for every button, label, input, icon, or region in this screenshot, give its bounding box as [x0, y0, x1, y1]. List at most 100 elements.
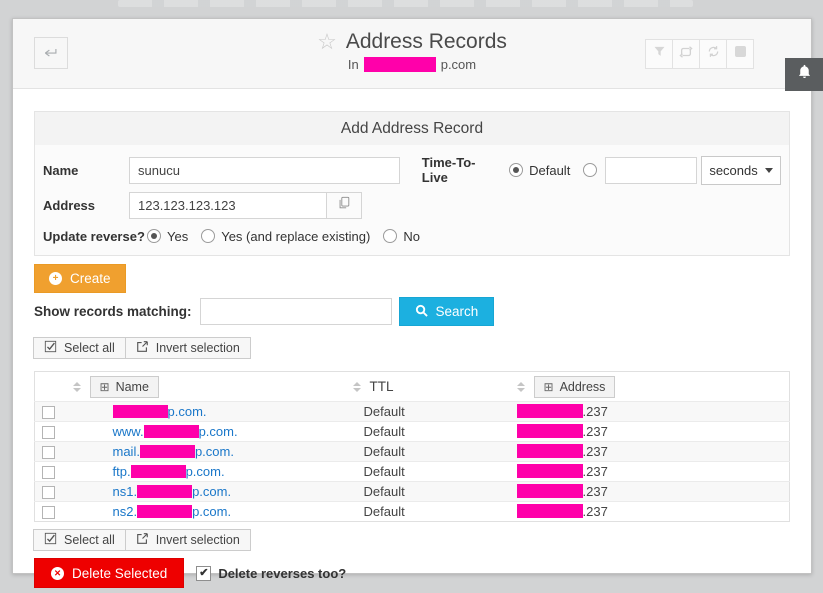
redacted-address [516, 504, 583, 518]
select-all-icon [44, 532, 57, 548]
record-address-suffix: .237 [582, 504, 608, 519]
address-row: Address [43, 191, 781, 219]
invert-selection-button[interactable]: Invert selection [124, 529, 251, 551]
name-column-header[interactable]: ⊞ Name [89, 375, 159, 398]
record-link[interactable]: ns1. p.com. [113, 484, 232, 499]
search-button[interactable]: Search [398, 297, 495, 326]
record-address-suffix: .237 [582, 484, 608, 499]
copy-address-button[interactable] [326, 191, 362, 219]
records-table: ⊞ Name TTL [34, 371, 790, 522]
record-name-prefix: mail. [112, 444, 140, 459]
ttl-header-label: TTL [369, 379, 394, 394]
favorite-star-icon[interactable]: ☆ [317, 29, 337, 54]
table-row: mail. p.com. Default .237 [34, 441, 790, 462]
ttl-custom-input[interactable] [605, 156, 698, 184]
record-ttl: Default [363, 464, 405, 479]
record-link[interactable]: ns2. p.com. [113, 504, 232, 519]
stop-button[interactable] [726, 39, 754, 69]
name-input[interactable] [129, 156, 400, 184]
ttl-sort-control[interactable] [352, 381, 361, 392]
record-name-suffix: p.com. [192, 484, 232, 499]
add-record-panel: Add Address Record Name Time-To-Live Def… [34, 111, 790, 256]
address-input[interactable] [129, 191, 327, 219]
row-checkbox[interactable] [42, 506, 55, 520]
update-reverse-no-radio[interactable] [383, 229, 398, 243]
record-link[interactable]: p.com. [112, 404, 207, 419]
record-ttl: Default [363, 424, 405, 439]
select-all-label: Select all [64, 533, 115, 547]
ttl-default-option[interactable]: Default [509, 163, 570, 178]
create-button[interactable]: + Create [34, 264, 126, 293]
back-button[interactable] [34, 37, 68, 69]
update-reverse-no-option[interactable]: No [383, 229, 420, 244]
invert-selection-label: Invert selection [155, 341, 240, 355]
filter-icon [652, 44, 667, 64]
search-button-label: Search [435, 304, 479, 319]
invert-selection-button[interactable]: Invert selection [124, 337, 251, 359]
delete-reverses-label: Delete reverses too? [218, 565, 347, 581]
row-checkbox[interactable] [42, 406, 55, 420]
return-arrow-icon [42, 43, 60, 64]
delete-selected-button[interactable]: ✕ Delete Selected [34, 558, 185, 588]
record-link[interactable]: mail. p.com. [113, 444, 234, 459]
update-reverse-yes-option[interactable]: Yes [147, 229, 188, 244]
selection-controls-bottom: Select all Invert selection [33, 529, 251, 551]
record-name-prefix: www. [112, 424, 144, 439]
page-title: Address Records [345, 30, 507, 53]
address-records-window: ☆ Address Records In p.com [12, 18, 812, 588]
create-button-label: Create [70, 271, 111, 286]
redacted-address [516, 404, 583, 418]
row-checkbox[interactable] [42, 466, 55, 480]
delete-selected-label: Delete Selected [72, 565, 168, 581]
redacted-name [137, 505, 193, 518]
table-row: www. p.com. Default .237 [34, 421, 790, 442]
record-name-suffix: p.com. [198, 424, 238, 439]
update-reverse-yes-label: Yes [167, 228, 189, 244]
record-address-suffix: .237 [582, 444, 608, 459]
add-record-body: Name Time-To-Live Default seconds [35, 145, 789, 255]
refresh-button[interactable] [699, 39, 727, 69]
table-row: ns2. p.com. Default .237 [34, 501, 790, 522]
record-ttl: Default [363, 404, 405, 419]
invert-selection-icon [136, 532, 149, 548]
record-name-suffix: p.com. [192, 504, 232, 519]
row-checkbox[interactable] [42, 446, 55, 460]
address-sort-control[interactable] [516, 381, 525, 392]
update-reverse-replace-radio[interactable] [201, 229, 216, 243]
update-reverse-yes-radio[interactable] [147, 229, 161, 243]
update-reverse-replace-label: Yes (and replace existing) [221, 228, 371, 244]
select-all-button[interactable]: Select all [33, 337, 126, 359]
select-all-icon [44, 340, 57, 356]
record-link[interactable]: ftp. p.com. [113, 464, 225, 479]
window-header: ☆ Address Records In p.com [13, 19, 811, 89]
select-all-button[interactable]: Select all [33, 529, 126, 551]
header-toolbar [645, 39, 754, 69]
delete-reverses-option[interactable]: ✔ Delete reverses too? [196, 565, 347, 581]
repeat-button[interactable] [672, 39, 700, 69]
redacted-name [143, 425, 199, 438]
ttl-default-radio[interactable] [509, 163, 524, 177]
redacted-name [139, 445, 195, 458]
main-content: Add Address Record Name Time-To-Live Def… [13, 89, 811, 588]
row-checkbox[interactable] [42, 426, 55, 440]
name-sort-control[interactable] [72, 381, 81, 392]
add-record-title: Add Address Record [35, 112, 789, 145]
records-search-input[interactable] [199, 298, 392, 325]
ttl-default-label: Default [529, 162, 571, 178]
update-reverse-replace-option[interactable]: Yes (and replace existing) [201, 229, 370, 244]
record-link[interactable]: www. p.com. [113, 424, 238, 439]
ttl-custom-option[interactable] [583, 163, 598, 177]
address-column-header[interactable]: ⊞ Address [533, 375, 616, 398]
ttl-unit-select[interactable]: seconds [701, 155, 781, 185]
x-circle-icon: ✕ [51, 566, 64, 580]
delete-reverses-checkbox[interactable]: ✔ [196, 565, 212, 581]
record-name-suffix: p.com. [167, 404, 207, 419]
address-label: Address [43, 197, 96, 213]
notifications-bell-button[interactable] [785, 58, 823, 91]
cutoff-page-top [118, 0, 693, 7]
ttl-custom-radio[interactable] [583, 163, 598, 177]
row-checkbox[interactable] [42, 486, 55, 500]
filter-button[interactable] [645, 39, 673, 69]
record-address-suffix: .237 [582, 464, 608, 479]
table-row: p.com. Default .237 [34, 401, 790, 422]
